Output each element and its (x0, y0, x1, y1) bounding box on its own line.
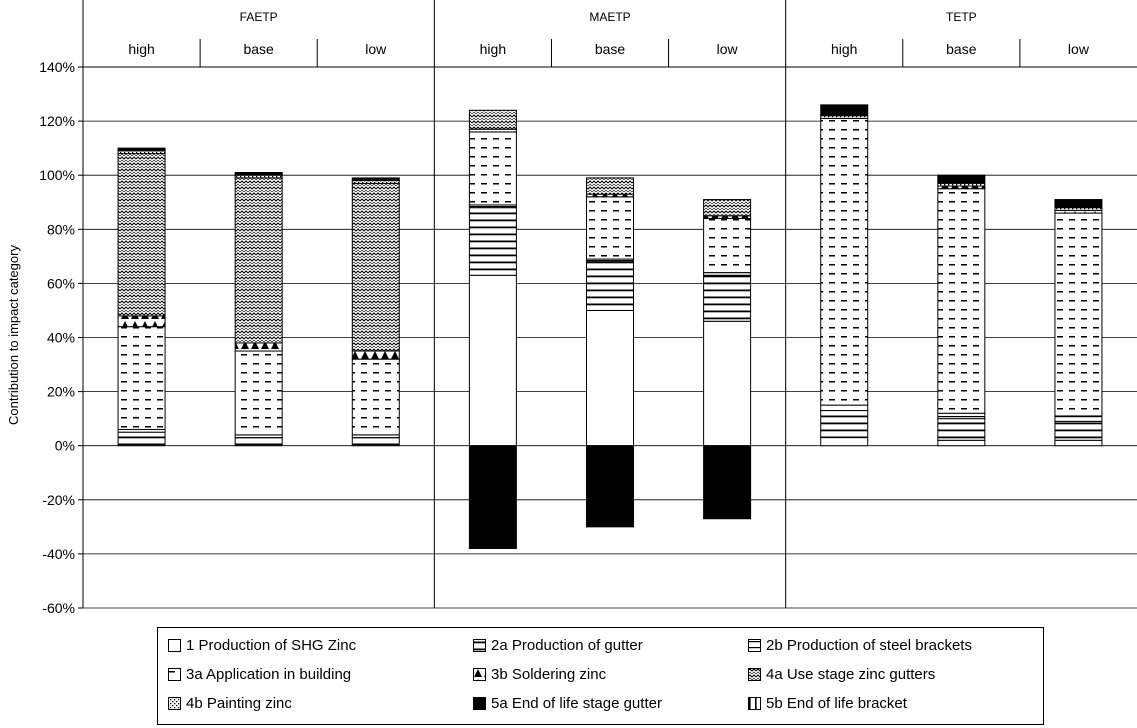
bar-segment-s3a (468, 131, 517, 206)
legend-label: 3a Application in building (186, 665, 352, 683)
y-tick-label: -60% (42, 600, 75, 616)
bar-segment-s2b (937, 412, 986, 420)
bar-segment-s4a (703, 199, 752, 217)
bar-segment-s1 (937, 439, 986, 447)
legend-label: 4b Painting zinc (186, 694, 292, 712)
legend-label: 5a End of life stage gutter (491, 694, 662, 712)
bar-segment-s2a (117, 431, 166, 447)
legend-item-s3a: 3a Application in building (168, 663, 351, 685)
scenario-label: low (1068, 41, 1090, 57)
bar-segment-s2a (937, 418, 986, 441)
legend-item-s1: 1 Production of SHG Zinc (168, 634, 356, 656)
bar-segment-s3a (820, 117, 869, 406)
bar-segment-s4a (117, 153, 166, 317)
legend-item-s4a: 4a Use stage zinc gutters (748, 663, 935, 685)
bar-segment-s3a (586, 196, 634, 260)
scenario-label: low (717, 41, 739, 57)
legend-swatch (168, 638, 181, 652)
y-axis-label: Contribution to impact category (6, 245, 21, 425)
bar-segment-s2a (586, 261, 634, 311)
bar-segment-s3b (351, 350, 400, 360)
bar-segment-s5a (586, 445, 634, 528)
bar-segment-s5a (117, 147, 166, 152)
bar-segment-s2b (820, 404, 869, 412)
bar-segment-s5a (1054, 199, 1103, 209)
scenario-label: high (831, 41, 857, 57)
bar-segment-s4a (586, 177, 634, 195)
y-tick-label: 20% (47, 384, 75, 400)
scenario-label: high (128, 41, 154, 57)
legend-item-s2a: 2a Production of gutter (473, 634, 643, 656)
legend-item-s2b: 2b Production of steel brackets (748, 634, 972, 656)
legend-label: 1 Production of SHG Zinc (186, 636, 357, 654)
legend-swatch (168, 696, 181, 710)
bar-segment-s3a (937, 188, 986, 414)
legend: 1 Production of SHG Zinc 2a Production of… (157, 627, 1044, 725)
bar-segment-s1 (1054, 439, 1103, 447)
bar-segment-s1 (586, 309, 634, 447)
legend-item-s5b: 5b End of life bracket (748, 692, 907, 714)
bar-segment-s2b (1054, 415, 1103, 422)
y-tick-label: 60% (47, 275, 75, 291)
bar-segment-s1 (703, 320, 752, 447)
y-tick-label: 80% (47, 221, 75, 237)
y-tick-label: 40% (47, 330, 75, 346)
group-label: FAETP (240, 10, 278, 24)
y-tick-label: -20% (42, 492, 75, 508)
group-label: TETP (946, 10, 977, 24)
bar-segment-s1 (468, 274, 517, 447)
bar-segment-s3a (117, 326, 166, 430)
bar-segment-s4a (351, 182, 400, 352)
legend-label: 2a Production of gutter (491, 636, 643, 654)
y-tick-label: 100% (39, 167, 75, 183)
scenario-label: high (480, 41, 506, 57)
bar-segment-s4a (234, 177, 283, 344)
bar-segment-s2a (468, 207, 517, 276)
y-tick-label: 120% (39, 113, 75, 129)
bar-segment-s5a (937, 174, 986, 184)
scenario-label: base (946, 41, 977, 57)
bar-segment-s2a (351, 437, 400, 447)
scenario-label: base (595, 41, 626, 57)
bar-segment-s5a (351, 177, 400, 182)
legend-swatch (748, 667, 761, 681)
legend-swatch (473, 696, 486, 710)
bar-segment-s4a (468, 109, 517, 130)
legend-item-s3b: 3b Soldering zinc (473, 663, 606, 685)
bar-segment-s3a (703, 217, 752, 274)
bar-segment-s2a (234, 437, 283, 447)
legend-item-s4b: 4b Painting zinc (168, 692, 292, 714)
bar-segment-s5a (234, 171, 283, 176)
legend-swatch (473, 638, 486, 652)
legend-swatch (748, 638, 761, 652)
y-tick-label: -40% (42, 546, 75, 562)
bar-segment-s1 (820, 437, 869, 447)
scenario-label: base (243, 41, 274, 57)
bar-segment-s3b (234, 342, 283, 352)
legend-label: 2b Production of steel brackets (766, 636, 972, 654)
legend-swatch (168, 667, 181, 681)
scenario-label: low (365, 41, 387, 57)
y-tick-label: 0% (55, 438, 75, 454)
bar-segment-s5a (703, 445, 752, 520)
legend-label: 5b End of life bracket (766, 694, 907, 712)
legend-swatch (473, 667, 486, 681)
y-tick-label: 140% (39, 59, 75, 75)
bar-segment-s2a (703, 274, 752, 322)
legend-swatch (748, 696, 761, 710)
bar-segment-s2a (1054, 420, 1103, 441)
bar-segment-s3a (1054, 212, 1103, 417)
bar-segment-s5a (468, 445, 517, 549)
bar-segment-s5a (820, 104, 869, 117)
bar-segment-s3a (234, 350, 283, 436)
group-label: MAETP (589, 10, 630, 24)
legend-item-s5a: 5a End of life stage gutter (473, 692, 662, 714)
legend-label: 4a Use stage zinc gutters (766, 665, 936, 683)
bar-segment-s3b (117, 315, 166, 328)
legend-label: 3b Soldering zinc (491, 665, 607, 683)
bar-segment-s3a (351, 358, 400, 436)
bar-segment-s2a (820, 410, 869, 439)
